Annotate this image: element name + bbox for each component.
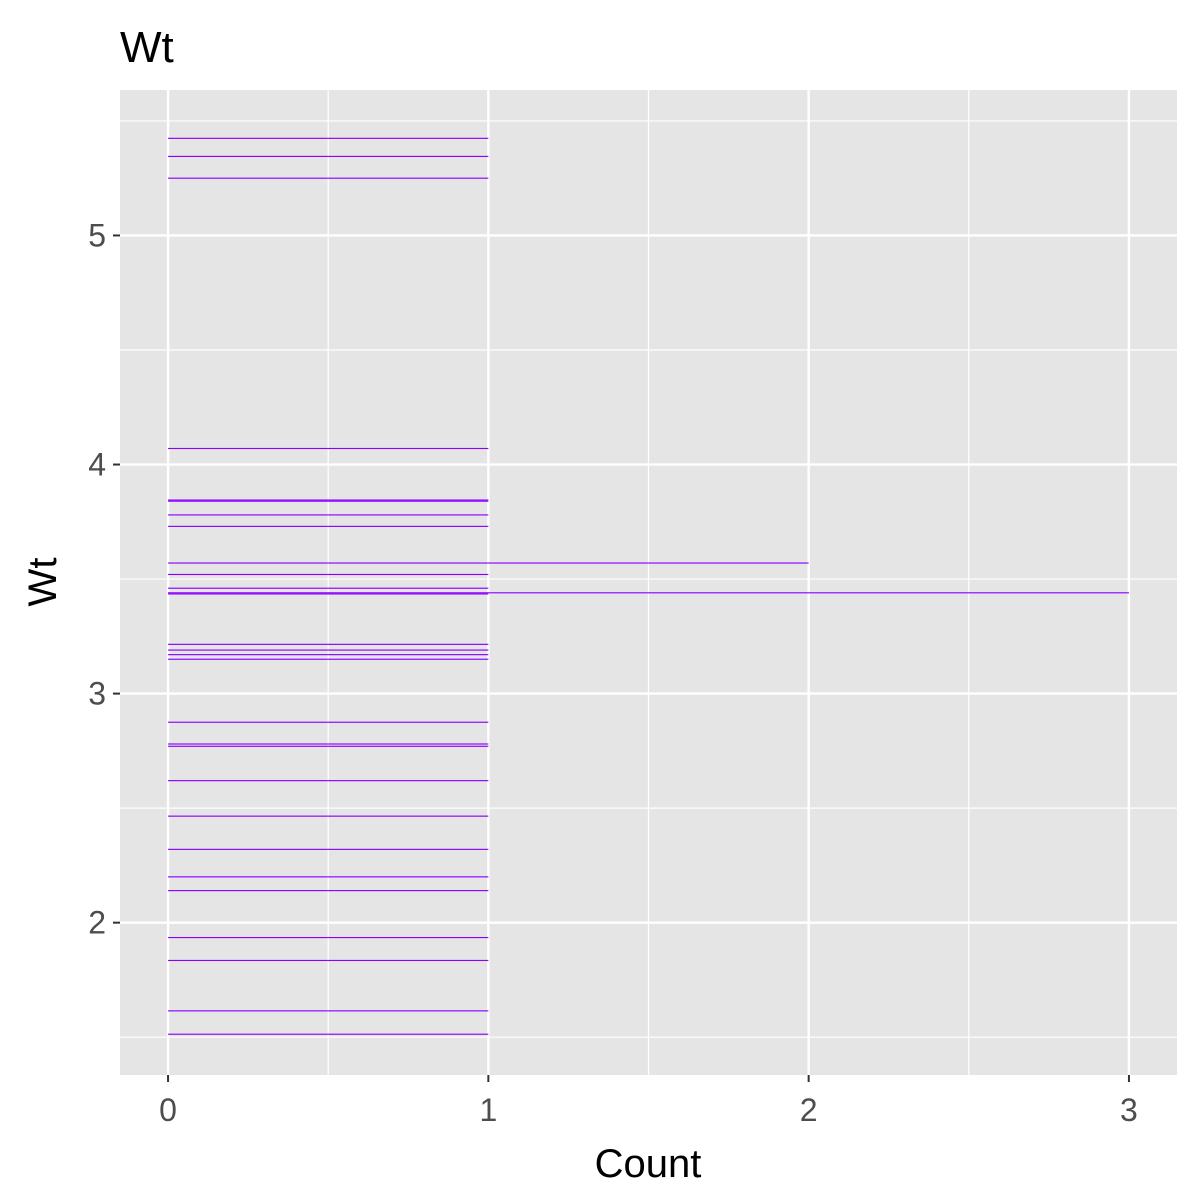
bar xyxy=(168,743,489,745)
bar xyxy=(168,155,489,158)
y-axis: 2 3 4 5 xyxy=(88,217,120,941)
major-gridlines xyxy=(120,90,1177,1075)
x-tick-label: 1 xyxy=(479,1092,497,1128)
bar xyxy=(168,649,489,651)
bar xyxy=(168,1033,489,1035)
bar xyxy=(168,848,489,850)
bar xyxy=(168,721,489,723)
bars xyxy=(168,137,1129,1035)
x-axis-title: Count xyxy=(595,1142,702,1186)
bar xyxy=(168,525,489,527)
y-tick-label: 5 xyxy=(88,217,106,253)
minor-gridlines xyxy=(120,90,1177,1075)
chart-title: Wt xyxy=(120,23,174,72)
bar xyxy=(168,499,489,501)
bar xyxy=(168,654,489,656)
y-tick-label: 2 xyxy=(88,905,106,941)
bar xyxy=(168,593,489,595)
x-tick-label: 0 xyxy=(159,1092,177,1128)
bar xyxy=(168,177,489,179)
bar xyxy=(168,959,489,962)
bar xyxy=(168,573,489,576)
bar xyxy=(168,1010,489,1012)
x-tick-label: 2 xyxy=(800,1092,818,1128)
bar xyxy=(168,745,489,747)
bar xyxy=(168,643,489,645)
bar xyxy=(168,587,489,589)
bar xyxy=(168,936,489,939)
y-tick-label: 3 xyxy=(88,676,106,712)
x-tick-label: 3 xyxy=(1120,1092,1138,1128)
y-axis-title: Wt xyxy=(21,558,65,607)
bar xyxy=(168,562,809,564)
bar xyxy=(168,658,489,660)
bar xyxy=(168,514,489,516)
y-tick-label: 4 xyxy=(88,447,106,483)
x-axis: 0 1 2 3 xyxy=(159,1075,1138,1128)
bar xyxy=(168,137,489,139)
bar xyxy=(168,447,489,450)
bar xyxy=(168,780,489,782)
bar xyxy=(168,500,489,502)
bar xyxy=(168,592,1129,594)
bar xyxy=(168,876,489,878)
bar xyxy=(168,815,489,817)
bar xyxy=(168,890,489,892)
